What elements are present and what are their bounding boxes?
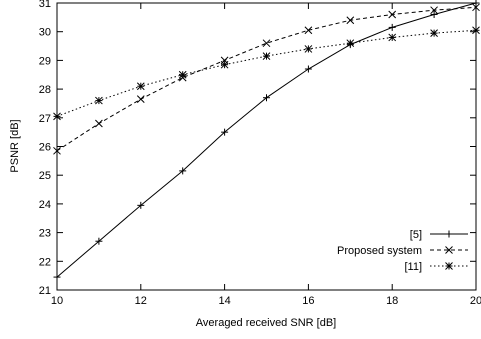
y-tick-label: 22 bbox=[39, 256, 51, 268]
data-point bbox=[95, 119, 103, 128]
data-point bbox=[304, 65, 312, 73]
data-point bbox=[472, 0, 480, 7]
data-point bbox=[95, 237, 103, 245]
legend-swatch-marker bbox=[445, 230, 453, 238]
data-point bbox=[53, 146, 61, 155]
y-tick-label: 30 bbox=[39, 27, 51, 39]
legend-label-11: [11] bbox=[404, 261, 422, 273]
x-tick-label: 12 bbox=[135, 295, 147, 307]
x-tick-label: 16 bbox=[302, 295, 314, 307]
y-axis-label: PSNR [dB] bbox=[9, 119, 21, 172]
legend-swatch-marker bbox=[445, 246, 453, 254]
series-layer bbox=[53, 0, 480, 281]
data-point bbox=[388, 33, 397, 42]
legend: [5] Proposed system [11] bbox=[337, 229, 468, 273]
data-point bbox=[137, 201, 145, 209]
data-point bbox=[346, 16, 355, 25]
data-point bbox=[304, 45, 313, 53]
data-point bbox=[220, 60, 229, 69]
data-point bbox=[346, 39, 355, 48]
x-tick-label: 10 bbox=[51, 295, 63, 307]
legend-label-5: [5] bbox=[410, 229, 422, 241]
y-tick-label: 24 bbox=[39, 199, 51, 211]
data-point bbox=[53, 112, 61, 121]
data-point bbox=[430, 29, 438, 37]
data-point bbox=[262, 39, 271, 48]
y-tick-label: 28 bbox=[39, 84, 51, 96]
legend-swatch-marker bbox=[445, 262, 453, 270]
data-point bbox=[53, 273, 61, 281]
y-tick-label: 31 bbox=[39, 0, 51, 10]
data-point bbox=[472, 26, 480, 35]
data-point bbox=[136, 82, 145, 91]
data-point bbox=[304, 26, 313, 35]
series-line-1 bbox=[56, 6, 477, 152]
y-tick-label: 23 bbox=[39, 228, 51, 240]
data-point bbox=[388, 10, 397, 19]
data-point bbox=[263, 94, 270, 102]
data-point bbox=[221, 128, 229, 136]
data-point bbox=[178, 70, 187, 79]
y-tick-label: 21 bbox=[39, 285, 51, 297]
x-axis-label: Averaged received SNR [dB] bbox=[196, 317, 336, 329]
data-point bbox=[262, 52, 271, 60]
x-tick-label: 18 bbox=[386, 295, 398, 307]
y-tick-label: 27 bbox=[39, 113, 51, 125]
x-tick-label: 14 bbox=[218, 295, 230, 307]
y-tick-label: 26 bbox=[39, 142, 51, 154]
x-tick-label: 20 bbox=[470, 295, 481, 307]
legend-label-proposed: Proposed system bbox=[337, 245, 422, 257]
data-point bbox=[430, 10, 438, 18]
data-point bbox=[95, 96, 103, 105]
data-point bbox=[388, 23, 396, 31]
data-point bbox=[430, 6, 438, 15]
data-point bbox=[179, 167, 187, 175]
data-point bbox=[472, 3, 480, 12]
data-point bbox=[136, 95, 145, 103]
y-tick-label: 25 bbox=[39, 170, 51, 182]
axis-ticks: 21 22 23 24 25 26 27 28 29 30 31 10 12 14 16 18 20 bbox=[39, 0, 481, 307]
y-tick-label: 29 bbox=[39, 55, 51, 67]
